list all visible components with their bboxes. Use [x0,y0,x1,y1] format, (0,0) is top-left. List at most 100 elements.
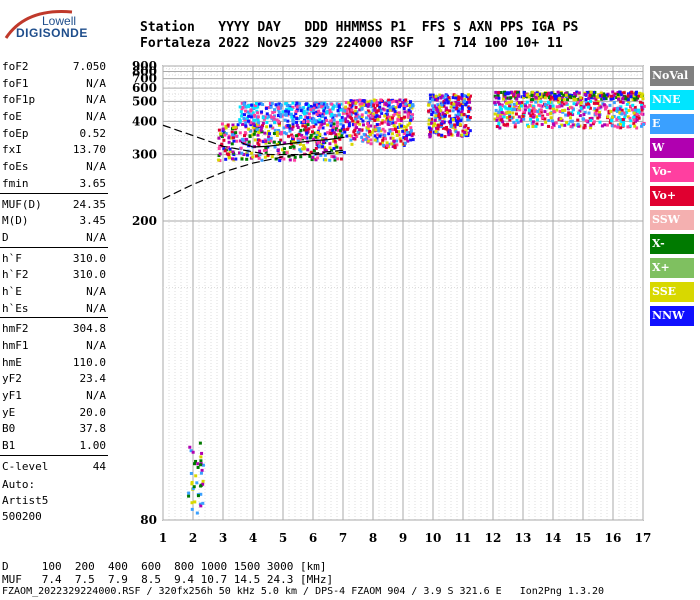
data-point [446,128,450,132]
data-point [456,133,460,137]
data-point [248,135,252,139]
data-point [603,123,607,127]
data-point [366,122,370,126]
data-point [257,131,261,135]
data-point [539,110,543,114]
data-point [624,107,628,111]
data-point [308,116,312,120]
param-label: B0 [2,422,16,436]
data-point [255,122,259,126]
data-point [538,113,542,117]
param-value: N/A [86,339,106,352]
data-point [552,123,556,127]
data-point [305,102,309,106]
data-point [308,104,312,108]
data-point [266,153,270,157]
data-point [357,128,361,132]
data-point [304,115,308,119]
data-point [452,102,456,106]
data-point [378,105,382,109]
data-point [599,105,603,109]
legend-item-x-: X- [650,234,694,254]
data-point [635,118,639,122]
x-tick-label: 14 [545,531,562,545]
data-point [302,147,306,151]
data-point [427,122,431,126]
param-label: yE [2,405,16,419]
data-point [537,97,541,101]
data-point [504,101,508,105]
data-point [267,141,271,145]
data-point [267,137,271,141]
data-point [448,114,452,118]
data-point [217,128,221,132]
data-point [353,109,357,113]
data-point [388,121,392,125]
data-point [404,102,408,106]
data-point [330,148,334,152]
data-point [442,116,446,120]
data-point [537,112,541,116]
data-point [364,116,368,120]
data-point [610,94,614,98]
x-tick-label: 9 [399,531,407,545]
data-point [287,134,291,138]
data-point [388,101,392,105]
param-label: h`E [2,284,22,298]
param-label: yF1 [2,389,22,403]
data-point [391,105,395,109]
data-point [381,119,385,123]
data-point [373,118,377,122]
data-point [199,459,203,463]
data-point [322,139,326,143]
data-point [437,133,441,137]
data-point [431,110,435,114]
data-point [263,115,267,119]
data-point [271,126,275,130]
data-point [251,155,255,159]
data-point [246,119,250,123]
data-point [253,138,257,142]
data-point [609,109,613,113]
data-point [351,119,355,123]
x-tick-label: 2 [189,531,197,545]
data-point [370,105,374,109]
data-point [362,103,366,107]
y-tick-label: 900 [132,59,157,73]
data-point [529,117,533,121]
data-point [295,105,299,109]
data-point [548,97,552,101]
data-point [454,100,458,104]
data-point [501,97,505,101]
data-point [440,115,444,119]
param-value: 310.0 [72,268,106,282]
data-point [626,98,630,102]
data-point [265,125,269,129]
data-point [456,122,460,126]
data-point [596,116,600,120]
data-point [335,151,339,155]
data-point [322,121,326,125]
data-point [306,119,310,123]
data-point [429,117,433,121]
data-point [503,105,507,109]
data-point [579,96,583,100]
data-point [248,129,252,133]
data-point [269,124,273,128]
data-point [527,95,531,99]
data-point [642,122,646,126]
data-point [360,135,364,139]
data-point [231,136,235,140]
data-point [640,105,644,109]
data-point [432,130,436,134]
data-point [334,127,338,131]
data-point [369,124,373,128]
data-point [192,485,196,489]
data-point [556,90,560,94]
data-point [437,125,441,129]
data-point [638,100,642,104]
data-point [276,148,280,152]
data-point [607,111,611,115]
data-point [293,155,297,159]
data-point [462,133,466,137]
